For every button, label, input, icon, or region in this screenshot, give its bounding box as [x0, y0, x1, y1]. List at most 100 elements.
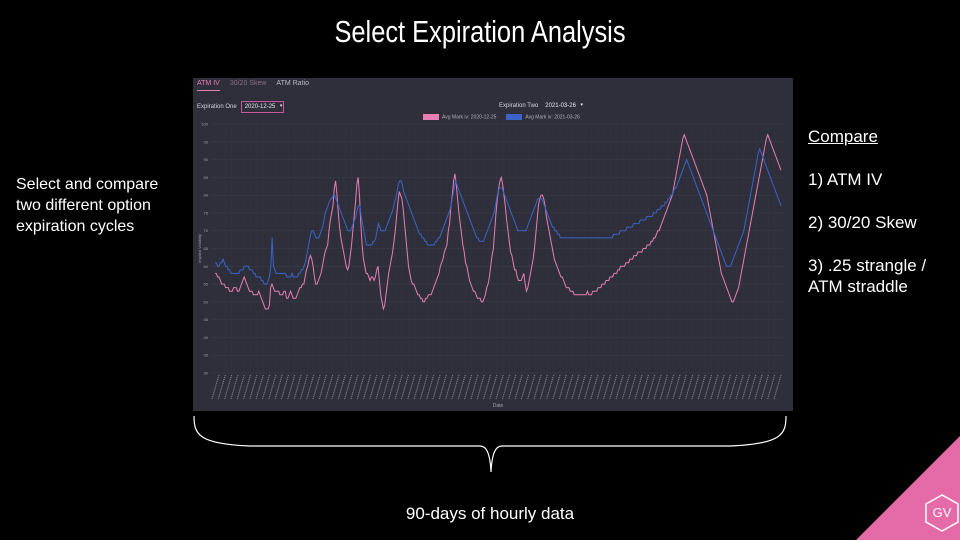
- x-tick-label-mark: [394, 374, 403, 400]
- expiration-two-selector: Expiration Two 2021-03-26 ▾: [499, 101, 584, 111]
- x-tick-label-mark: [457, 374, 466, 400]
- x-tick-label-mark: [697, 374, 706, 400]
- x-tick-label-mark: [445, 374, 454, 400]
- x-tick-label-mark: [400, 374, 409, 400]
- bracket-decoration: [193, 415, 787, 473]
- x-tick-label-mark: [520, 374, 529, 400]
- x-tick-label-mark: [280, 374, 289, 400]
- x-tick-label-mark: [653, 374, 662, 400]
- x-tick-label-mark: [647, 374, 656, 400]
- y-tick-label: 100: [201, 122, 208, 127]
- bottom-caption: 90-days of hourly data: [405, 504, 575, 523]
- x-tick-label-mark: [539, 374, 548, 400]
- x-tick-label-mark: [527, 374, 536, 400]
- x-tick-label-mark: [344, 374, 353, 400]
- legend-label-series-1: Avg Mark iv: 2020-12-25: [442, 114, 497, 121]
- x-tick-label-mark: [230, 374, 239, 400]
- expiration-one-dropdown[interactable]: 2020-12-25 ▾: [240, 101, 285, 113]
- expiration-two-dropdown[interactable]: 2021-03-26 ▾: [542, 101, 584, 111]
- x-tick-label-mark: [621, 374, 630, 400]
- x-tick-label-mark: [514, 374, 523, 400]
- x-tick-label-mark: [243, 374, 252, 400]
- chevron-down-icon: ▾: [279, 103, 283, 109]
- x-tick-label-mark: [773, 374, 782, 400]
- x-tick-label-mark: [584, 374, 593, 400]
- series-line-2020-12-25: [215, 133, 782, 311]
- x-tick-label-mark: [552, 374, 561, 400]
- x-tick-label-mark: [407, 374, 416, 400]
- left-note: Select and compare two different option …: [16, 176, 159, 235]
- expiration-two-value: 2021-03-26: [545, 103, 576, 109]
- tab-atm-iv[interactable]: ATM IV: [197, 80, 220, 91]
- x-tick-label-mark: [470, 374, 479, 400]
- x-tick-label-mark: [325, 374, 334, 400]
- x-tick-label-mark: [426, 374, 435, 400]
- x-tick-label-mark: [255, 374, 264, 400]
- y-axis-label: Implied Volatility: [197, 234, 202, 263]
- y-tick-label: 85: [204, 175, 209, 180]
- x-tick-label-mark: [331, 374, 340, 400]
- x-tick-label-mark: [628, 374, 637, 400]
- x-tick-label-mark: [306, 374, 315, 400]
- x-tick-label-mark: [451, 374, 460, 400]
- x-tick-label-mark: [565, 374, 574, 400]
- tab-skew[interactable]: 30/20 Skew: [229, 80, 267, 87]
- compare-item-skew: 2) 30/20 Skew: [808, 213, 917, 232]
- tab-atm-ratio[interactable]: ATM Ratio: [276, 80, 309, 87]
- x-tick-label-mark: [483, 374, 492, 400]
- compare-item-atm-iv: 1) ATM IV: [808, 170, 883, 189]
- x-tick-label-mark: [546, 374, 555, 400]
- x-tick-label-mark: [501, 374, 510, 400]
- x-tick-label-mark: [381, 374, 391, 400]
- y-tick-label: 40: [204, 335, 209, 340]
- x-tick-label-mark: [369, 374, 378, 400]
- x-tick-label-mark: [350, 374, 359, 400]
- x-tick-label-mark: [672, 374, 681, 400]
- x-tick-label-mark: [741, 374, 750, 400]
- legend-entry-series-1[interactable]: Avg Mark iv: 2020-12-25: [423, 114, 496, 120]
- expiration-one-selector: Expiration One 2020-12-25 ▾: [197, 101, 285, 113]
- x-tick-label-mark: [615, 374, 624, 400]
- x-axis-label: Date: [493, 403, 504, 409]
- x-tick-label-mark: [375, 374, 384, 400]
- x-tick-label-mark: [735, 374, 744, 400]
- expiration-one-value: 2020-12-25: [244, 104, 276, 110]
- x-tick-label-mark: [678, 374, 687, 400]
- y-tick-label: 35: [204, 353, 209, 358]
- logo-text: GV: [933, 505, 952, 520]
- x-tick-label-mark: [659, 374, 668, 400]
- x-tick-label-mark: [211, 374, 220, 400]
- y-tick-label: 70: [204, 228, 209, 233]
- y-tick-label: 30: [204, 371, 209, 376]
- x-tick-label-mark: [640, 374, 649, 400]
- tab-bar: ATM IV 30/20 Skew ATM Ratio: [197, 80, 309, 91]
- x-tick-label-mark: [432, 374, 441, 400]
- x-tick-label-mark: [754, 374, 763, 400]
- x-tick-label-mark: [590, 374, 599, 400]
- x-tick-label-mark: [729, 374, 738, 400]
- y-tick-label: 50: [204, 299, 209, 304]
- x-tick-label-mark: [722, 374, 732, 400]
- x-tick-label-mark: [261, 374, 271, 400]
- y-tick-label: 75: [204, 210, 209, 215]
- x-tick-label-mark: [596, 374, 605, 400]
- x-tick-label-mark: [533, 374, 542, 400]
- x-tick-label-mark: [287, 374, 296, 400]
- expiration-one-label: Expiration One: [197, 104, 237, 110]
- x-tick-label-mark: [476, 374, 485, 400]
- y-tick-label: 65: [204, 246, 209, 251]
- x-tick-label-mark: [236, 374, 245, 400]
- x-tick-label-mark: [249, 374, 258, 400]
- x-tick-label-mark: [495, 374, 504, 400]
- legend-label-series-2: Avg Mark iv: 2021-03-26: [525, 114, 580, 121]
- y-tick-label: 60: [204, 264, 209, 269]
- x-tick-label-mark: [356, 374, 365, 400]
- x-tick-label-mark: [558, 374, 567, 400]
- x-tick-label-mark: [767, 374, 776, 400]
- x-tick-label-mark: [268, 374, 277, 400]
- legend-swatch-series-2: [506, 114, 523, 120]
- slide-title: Select Expiration Analysis: [334, 14, 626, 49]
- x-tick-label-mark: [388, 374, 397, 400]
- legend-entry-series-2[interactable]: Avg Mark iv: 2021-03-26: [506, 114, 580, 121]
- x-tick-label-mark: [602, 374, 612, 400]
